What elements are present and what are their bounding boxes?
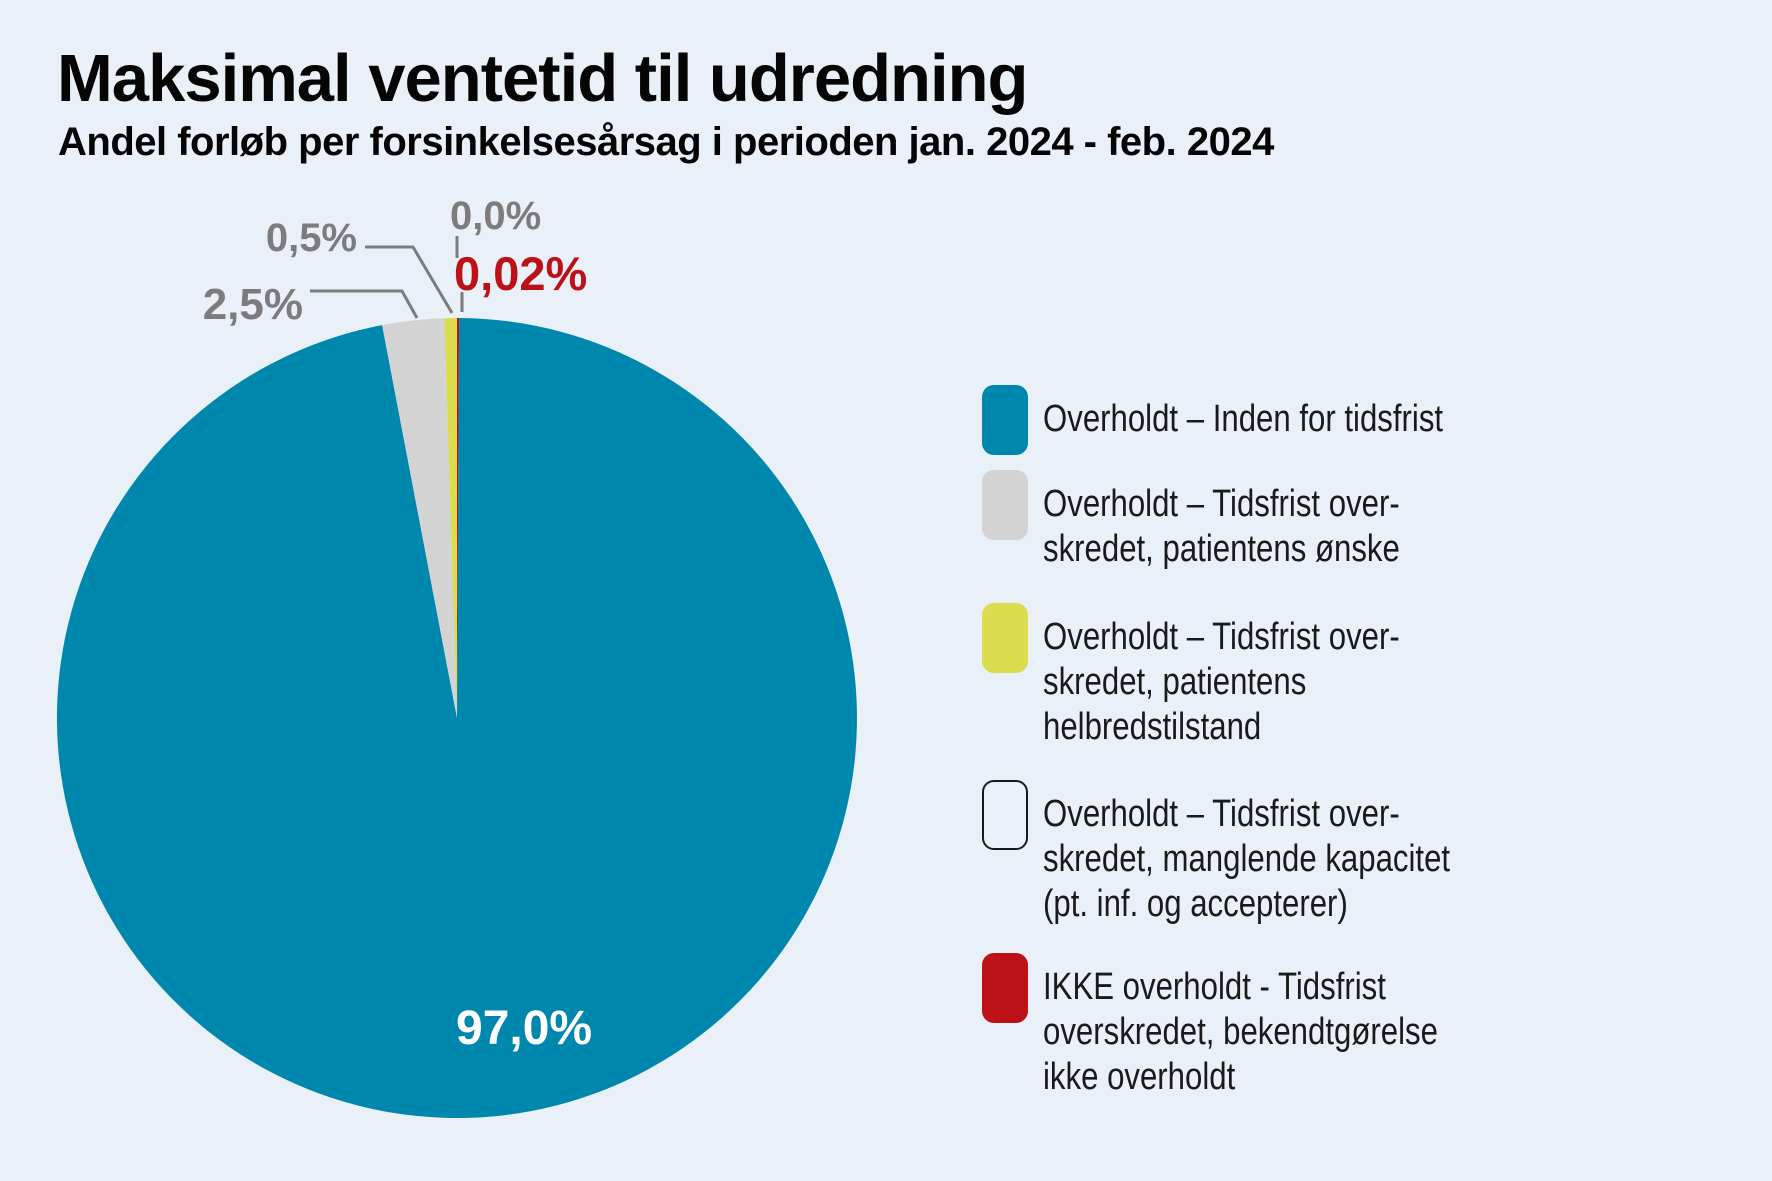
chart-subtitle: Andel forløb per forsinkelsesårsag i per… (58, 120, 1274, 164)
color-swatch-teal (982, 385, 1028, 455)
legend-label: Overholdt – Tidsfrist over- skredet, man… (1043, 793, 1451, 925)
legend-label: IKKE overholdt - Tidsfrist overskredet, … (1043, 966, 1438, 1098)
callout-label-0-0pct: 0,0% (450, 194, 542, 238)
callout-label-0-02pct: 0,02% (454, 247, 588, 300)
legend-item-overholdt-inden-for-tidsfrist: Overholdt – Inden for tidsfrist (982, 385, 1743, 455)
callout-label-2-5pct: 2,5% (202, 280, 303, 329)
pie-slice-1 (382, 318, 457, 718)
leader-line-0-5pct (365, 245, 454, 314)
chart-title: Maksimal ventetid til udredning (57, 41, 1028, 116)
color-swatch-red (982, 953, 1028, 1023)
color-swatch-yellow (982, 603, 1028, 673)
leader-lines (310, 236, 464, 319)
pie-slices (56, 318, 857, 1119)
color-swatch-gray (982, 470, 1028, 540)
pie-value-label: 97,0% (456, 1002, 593, 1055)
legend-item-manglende-kapacitet: Overholdt – Tidsfrist over- skredet, man… (982, 780, 1743, 927)
legend-item-patientens-helbredstilstand: Overholdt – Tidsfrist over- skredet, pat… (982, 603, 1743, 750)
callout-label-0-5pct: 0,5% (265, 216, 357, 260)
pie-slice-4 (457, 318, 460, 718)
legend-item-ikke-overholdt: IKKE overholdt - Tidsfrist overskredet, … (982, 953, 1743, 1100)
leader-line-2-5pct (310, 289, 419, 319)
pie-slice-2 (444, 318, 457, 718)
legend-label: Overholdt – Inden for tidsfrist (1043, 398, 1444, 440)
legend-label: Overholdt – Tidsfrist over- skredet, pat… (1043, 616, 1400, 748)
legend-label: Overholdt – Tidsfrist over- skredet, pat… (1043, 483, 1400, 570)
pie-slice-0 (56, 318, 857, 1119)
color-swatch-outlined-white (982, 780, 1028, 850)
legend-item-patientens-oenske: Overholdt – Tidsfrist over- skredet, pat… (982, 470, 1743, 572)
